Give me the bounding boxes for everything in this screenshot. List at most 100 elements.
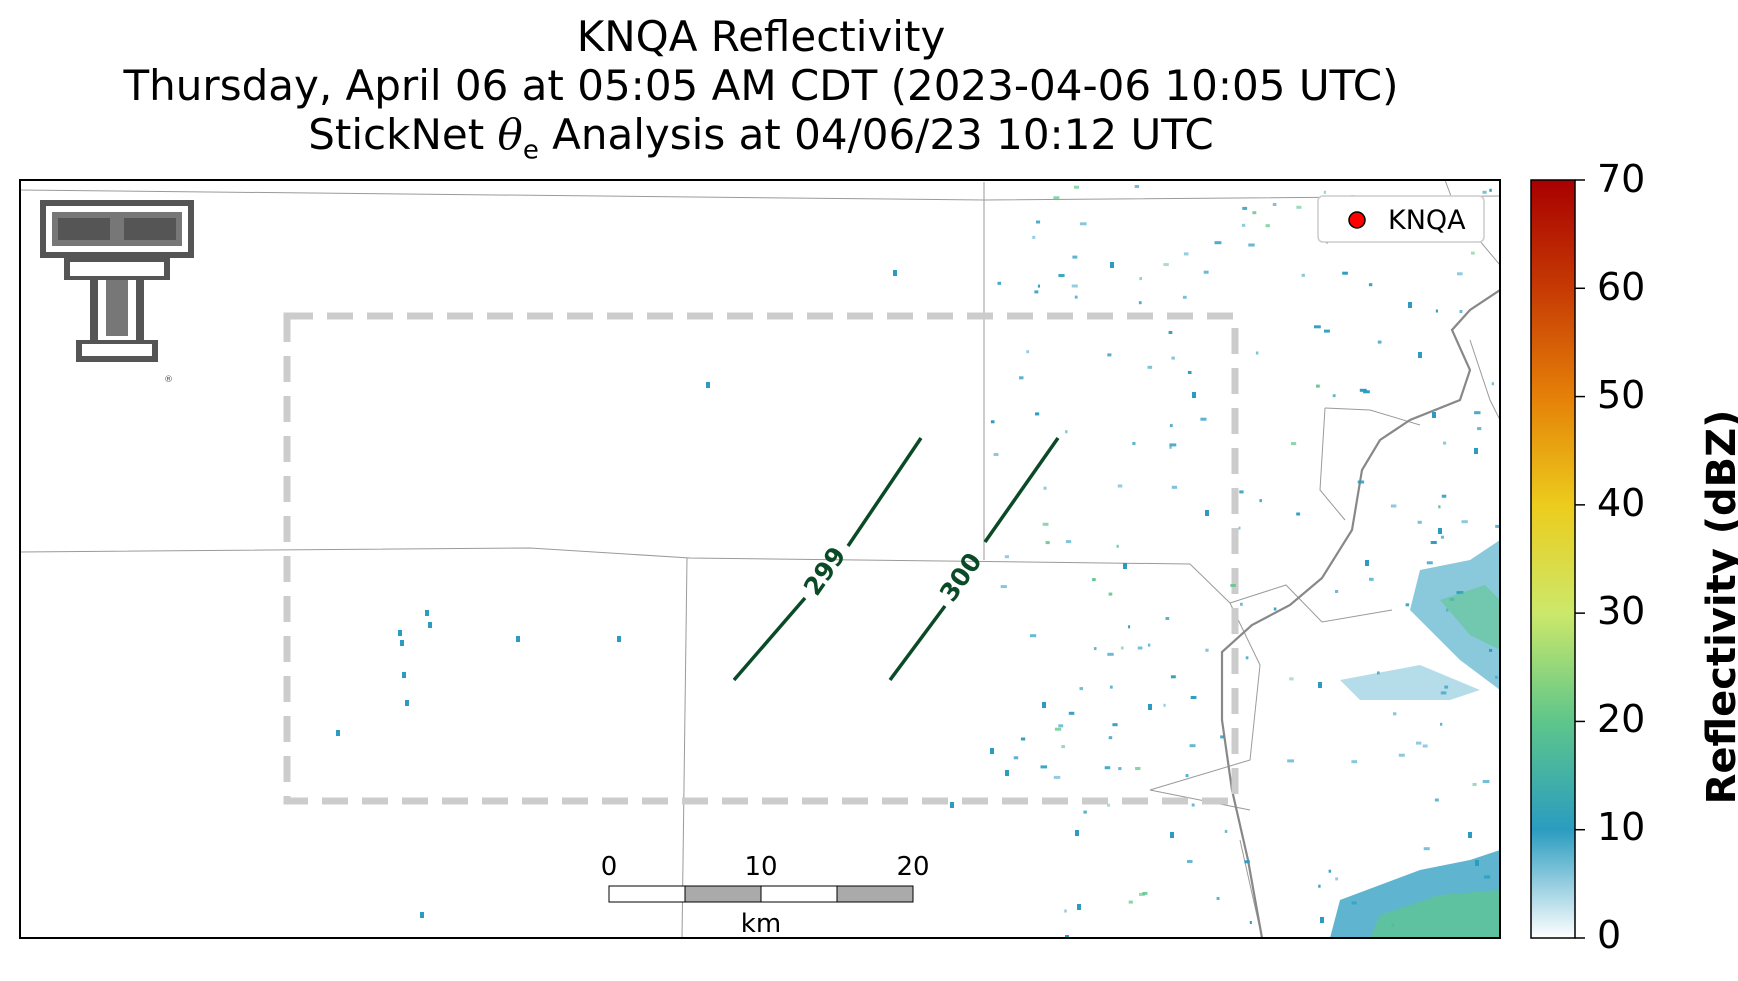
reflectivity-pixel bbox=[1139, 892, 1145, 896]
reflectivity-pixel bbox=[1444, 685, 1449, 689]
reflectivity-pixel bbox=[1320, 917, 1324, 923]
reflectivity-pixel bbox=[1074, 295, 1078, 299]
reflectivity-pixel bbox=[1230, 584, 1236, 587]
reflectivity-pixel bbox=[1107, 803, 1110, 807]
reflectivity-pixel bbox=[1053, 196, 1060, 200]
reflectivity-pixel bbox=[1357, 480, 1365, 484]
reflectivity-pixel bbox=[1054, 727, 1062, 731]
reflectivity-pixel bbox=[1190, 696, 1197, 699]
reflectivity-pixel bbox=[1430, 541, 1437, 544]
reflectivity-pixel bbox=[1252, 211, 1257, 215]
reflectivity-pixel bbox=[1332, 394, 1336, 398]
reflectivity-pixel bbox=[993, 453, 999, 456]
analysis-domain-box bbox=[283, 312, 1239, 805]
reflectivity-pixel bbox=[1200, 417, 1207, 421]
reflectivity-pixel bbox=[1163, 263, 1169, 267]
colorbar-ticks bbox=[1575, 179, 1585, 939]
reflectivity-pixel bbox=[1417, 520, 1422, 524]
reflectivity-pixel bbox=[1030, 634, 1037, 638]
reflectivity-pixel bbox=[1065, 540, 1072, 544]
reflectivity-pixel bbox=[1187, 371, 1192, 374]
reflectivity-pixel bbox=[1134, 185, 1139, 188]
reflectivity-pixel bbox=[1019, 376, 1024, 380]
reflectivity-pixel bbox=[1079, 222, 1087, 226]
reflectivity-pixel bbox=[1335, 877, 1339, 881]
reflectivity-pixel bbox=[1408, 302, 1412, 308]
reflectivity-pixel bbox=[1418, 352, 1422, 358]
reflectivity-pixel bbox=[1168, 331, 1173, 334]
reflectivity-pixel bbox=[1405, 603, 1410, 607]
colorbar-tick-30: 30 bbox=[1597, 589, 1646, 633]
reflectivity-pixel bbox=[1423, 847, 1430, 851]
reflectivity-pixel bbox=[1117, 484, 1123, 488]
reflectivity-pixel bbox=[1351, 760, 1358, 764]
reflectivity-pixel bbox=[400, 640, 404, 646]
reflectivity-pixel bbox=[1189, 744, 1196, 748]
legend-label: KNQA bbox=[1388, 205, 1466, 236]
reflectivity-pixel bbox=[1058, 724, 1064, 728]
reflectivity-pixel bbox=[1192, 392, 1196, 398]
scale-tick-20: 20 bbox=[896, 852, 929, 882]
reflectivity-pixel bbox=[1324, 329, 1330, 333]
reflectivity-pixel bbox=[1043, 486, 1047, 490]
map-border bbox=[19, 179, 1501, 939]
reflectivity-pixel bbox=[1042, 522, 1049, 526]
reflectivity-pixel bbox=[1287, 759, 1294, 763]
reflectivity-pixel bbox=[1045, 541, 1050, 545]
title-line-3-suffix: Analysis at 04/06/23 10:12 UTC bbox=[538, 110, 1214, 159]
reflectivity-pixel bbox=[1296, 512, 1301, 516]
reflectivity-pixel bbox=[1220, 735, 1224, 739]
svg-text:®: ® bbox=[164, 375, 173, 385]
reflectivity-pixel bbox=[1482, 780, 1490, 783]
colorbar-tick-10: 10 bbox=[1597, 805, 1646, 849]
reflectivity-pixel bbox=[1147, 365, 1153, 369]
reflectivity-pixel bbox=[1171, 356, 1175, 360]
colorbar-tick-60: 60 bbox=[1597, 265, 1646, 309]
reflectivity-pixel bbox=[893, 270, 897, 276]
reflectivity-pixel bbox=[1064, 909, 1067, 913]
reflectivity-pixel bbox=[1474, 448, 1478, 454]
reflectivity-pixel bbox=[1068, 711, 1075, 715]
reflectivity-pixel bbox=[1328, 869, 1332, 873]
reflectivity-pixel bbox=[990, 748, 994, 754]
reflectivity-pixel bbox=[1169, 445, 1172, 449]
reflectivity-pixel bbox=[1083, 810, 1087, 814]
contour-300-line bbox=[888, 604, 947, 682]
reflectivity-pixel bbox=[1040, 765, 1048, 769]
reflectivity-pixel bbox=[1148, 643, 1151, 647]
reflectivity-pixel bbox=[1142, 891, 1148, 895]
reflectivity-pixel bbox=[1165, 617, 1170, 620]
contour-299-line bbox=[846, 437, 923, 547]
knqa-marker-icon bbox=[1348, 211, 1366, 229]
reflectivity-pixel bbox=[1495, 524, 1500, 528]
reflectivity-pixel bbox=[1214, 241, 1222, 245]
reflectivity-pixel bbox=[1422, 744, 1428, 748]
reflectivity-pixel bbox=[1169, 443, 1177, 447]
reflectivity-pixel bbox=[1135, 767, 1141, 770]
reflectivity-pixel bbox=[1171, 485, 1178, 489]
reflectivity-pixel bbox=[1245, 656, 1249, 660]
contour-299-line bbox=[732, 596, 807, 682]
reflectivity-pixel bbox=[1182, 295, 1187, 299]
reflectivity-pixel bbox=[1203, 270, 1209, 274]
reflectivity-pixel bbox=[1318, 682, 1322, 688]
reflectivity-pixel bbox=[1137, 646, 1143, 650]
reflectivity-pixel bbox=[1471, 251, 1475, 255]
reflectivity-pixel bbox=[398, 630, 402, 636]
reflectivity-pixel bbox=[1077, 904, 1081, 910]
reflectivity-pixel bbox=[1139, 277, 1142, 281]
reflectivity-pixel bbox=[516, 636, 520, 642]
reflectivity-pixel bbox=[1316, 384, 1320, 388]
reflectivity-pixel bbox=[1434, 798, 1439, 802]
reflectivity-pixel bbox=[1416, 741, 1422, 745]
reflectivity-pixel bbox=[1390, 504, 1397, 508]
reflectivity-pixel bbox=[1318, 884, 1321, 888]
reflectivity-pixel bbox=[420, 912, 424, 918]
reflectivity-pixel bbox=[1116, 544, 1119, 548]
reflectivity-pixel bbox=[1477, 427, 1482, 431]
reflectivity-pixel bbox=[1075, 830, 1079, 836]
reflectivity-pixel bbox=[1185, 774, 1189, 778]
reflectivity-pixel bbox=[1272, 203, 1277, 206]
figure-title: KNQA Reflectivity Thursday, April 06 at … bbox=[0, 12, 1522, 175]
